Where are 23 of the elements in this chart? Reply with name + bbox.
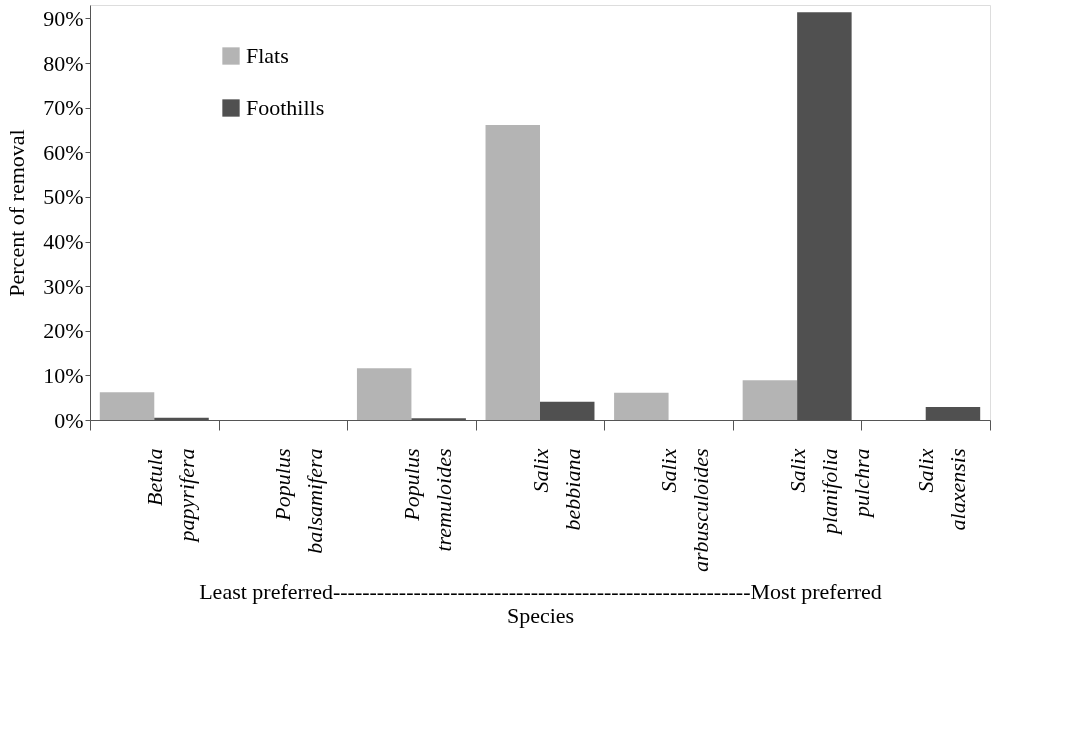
bar xyxy=(742,380,798,420)
y-tick-label: 80% xyxy=(43,50,84,76)
x-axis-title: Species xyxy=(506,602,575,628)
y-tick-label: 90% xyxy=(43,5,84,31)
y-tick-label: 40% xyxy=(43,229,84,255)
y-tick-label: 60% xyxy=(43,139,84,165)
y-tick-label: 70% xyxy=(43,95,84,121)
y-tick-label: 0% xyxy=(54,407,84,433)
bar xyxy=(99,392,155,420)
bar xyxy=(614,392,669,420)
x-tick-label: Salix planifolia pulchra xyxy=(784,448,874,537)
y-tick-label: 10% xyxy=(43,362,84,388)
x-tick-label: Betula papyrifera xyxy=(141,448,199,544)
bar xyxy=(356,368,412,420)
bar xyxy=(485,125,540,420)
y-tick-label: 20% xyxy=(43,318,84,344)
y-tick-label: 50% xyxy=(43,184,84,210)
y-tick-label: 30% xyxy=(43,273,84,299)
text: Least preferred---------------------------------------------------------Most preferred xyxy=(199,578,882,604)
x-tick-label: Salix bebbiana xyxy=(527,448,585,531)
y-axis-title: Percent of removal xyxy=(4,129,30,297)
legend-label: Flats xyxy=(246,43,289,68)
legend-label: Foothills xyxy=(246,95,325,120)
